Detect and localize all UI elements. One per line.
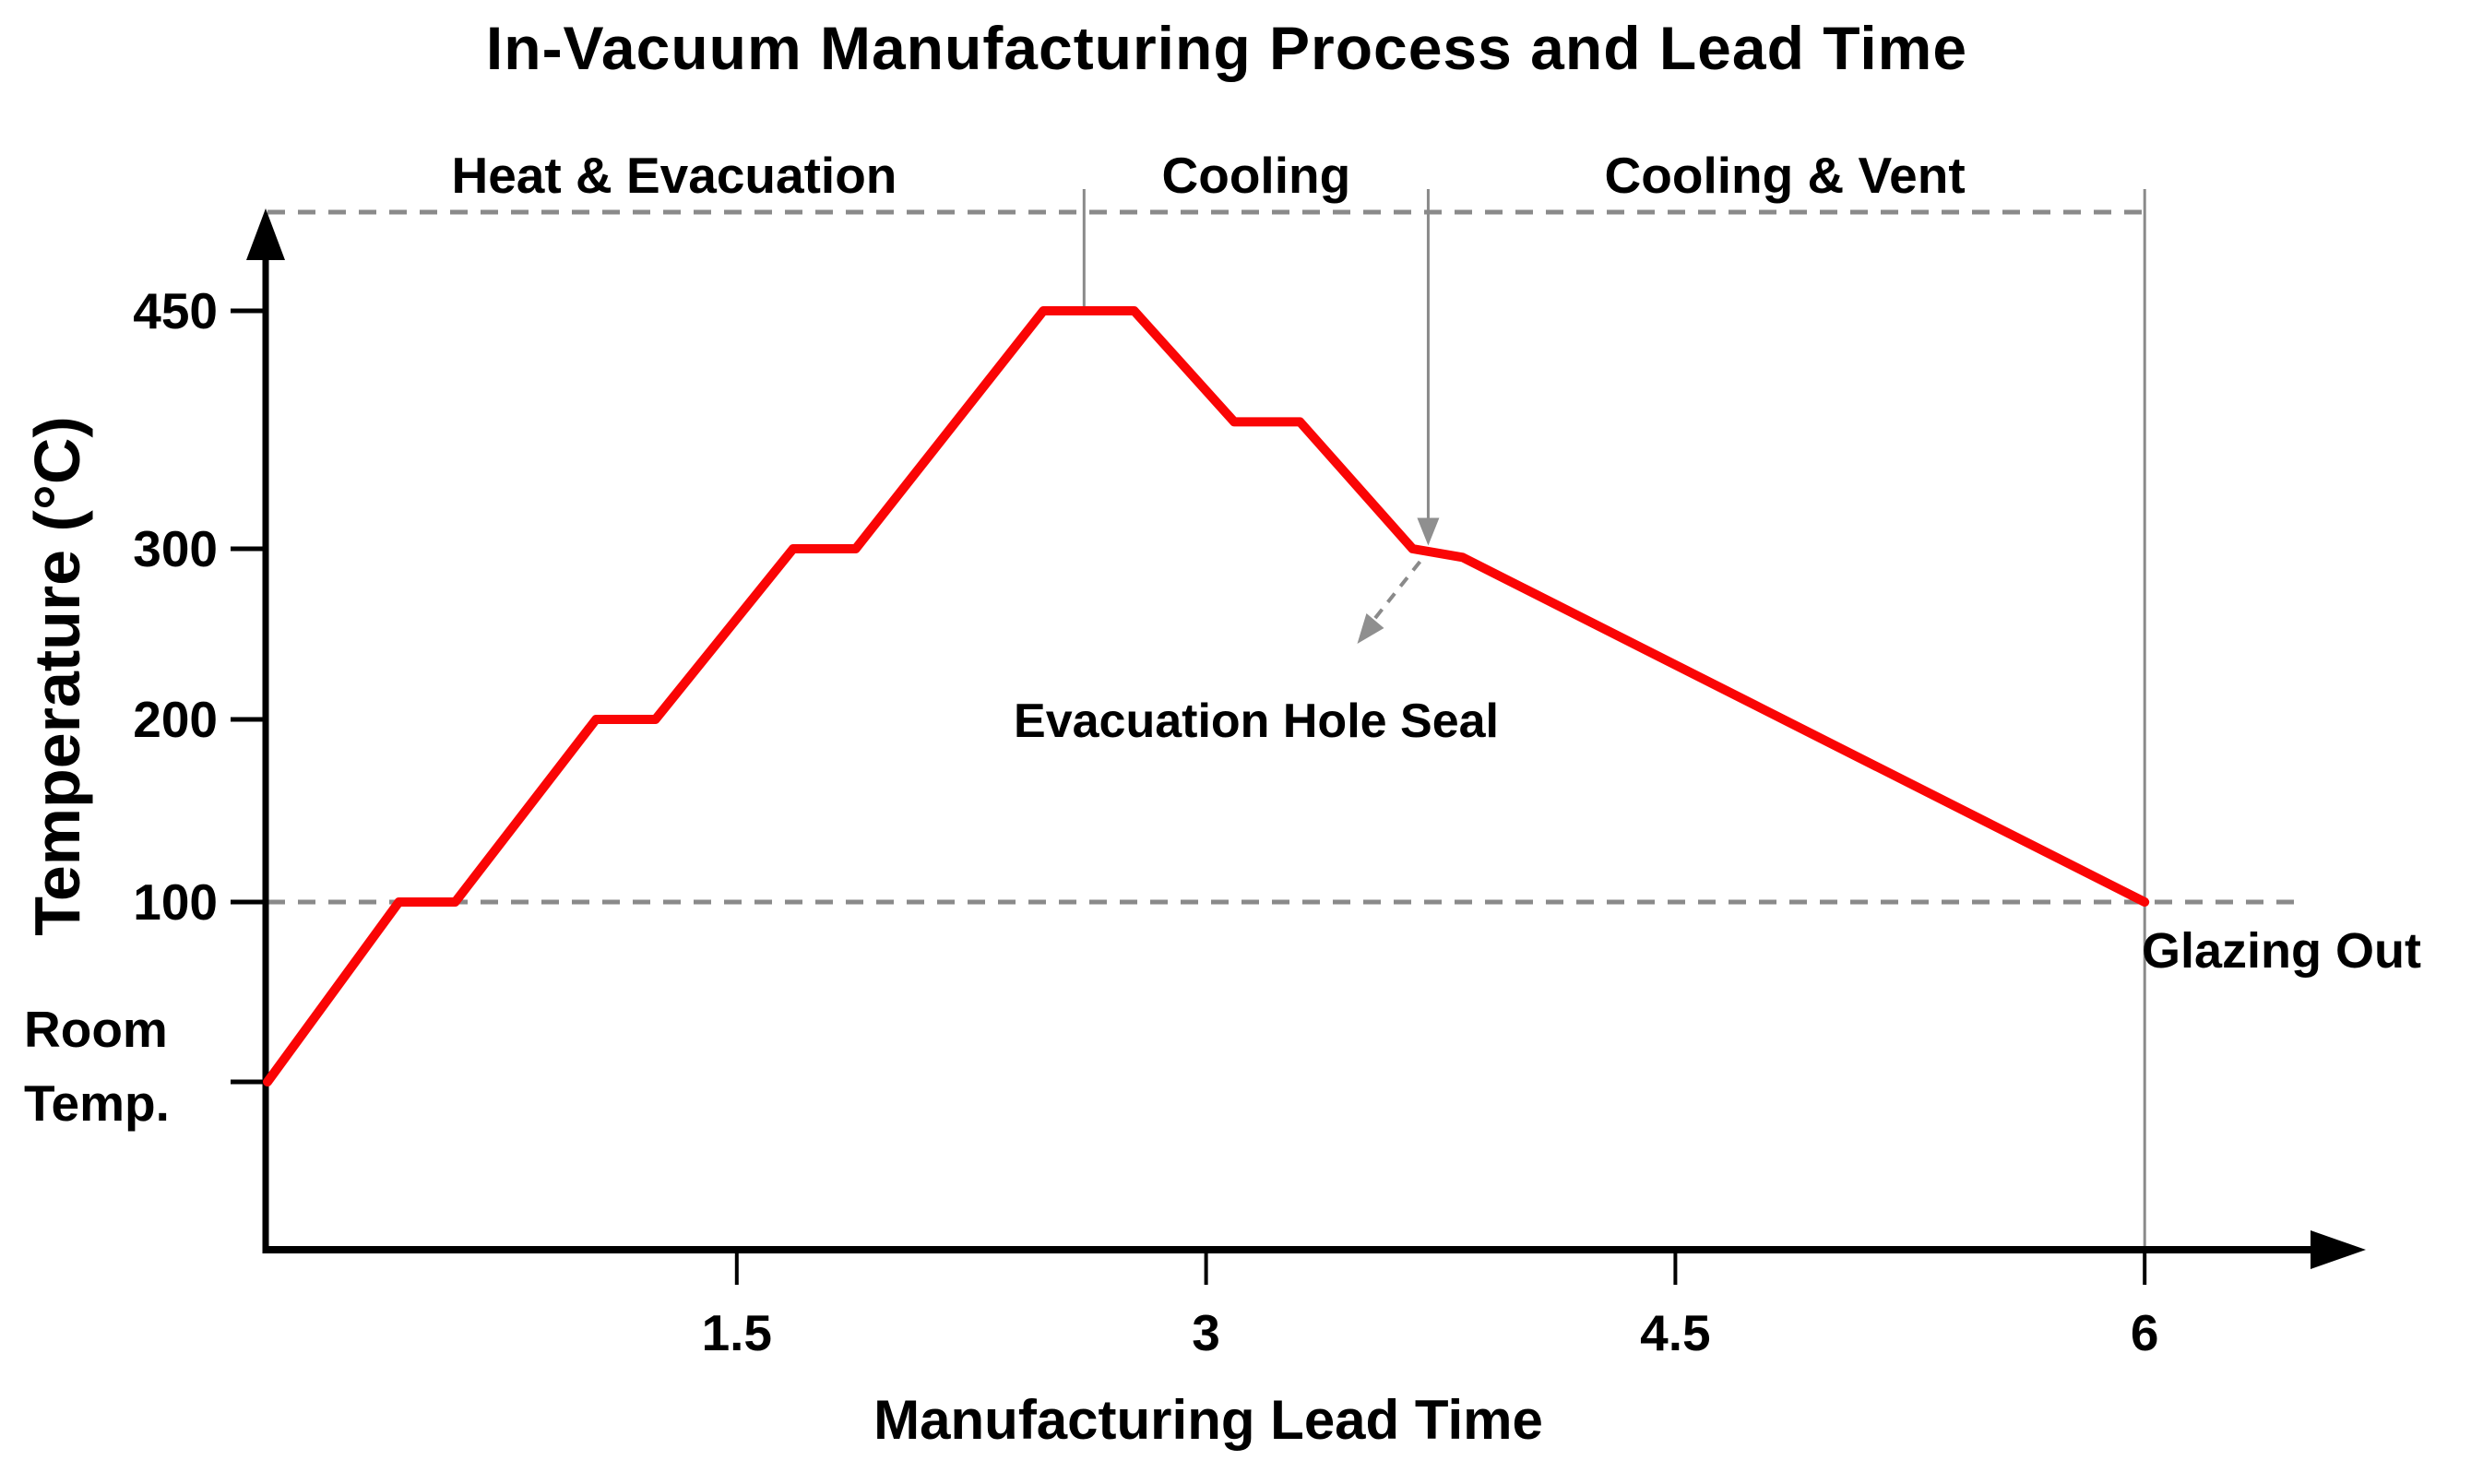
y-axis-arrowhead	[246, 208, 285, 260]
y-tick-label-200: 200	[133, 691, 218, 748]
phase-label-1: Heat & Evacuation	[451, 147, 897, 204]
phase-label-3: Cooling & Vent	[1604, 147, 1966, 204]
y-tick-label-100: 100	[133, 873, 218, 931]
glazing-out-annotation: Glazing Out	[2142, 923, 2421, 979]
evacuation-hole-seal-annotation: Evacuation Hole Seal	[1014, 695, 1499, 748]
x-tick-label-4.5: 4.5	[1640, 1304, 1711, 1361]
phase-label-2: Cooling	[1161, 147, 1351, 204]
phase-divider-arrowhead	[1417, 517, 1440, 546]
x-axis-arrowhead	[2311, 1230, 2366, 1269]
y-tick-label-450: 450	[133, 282, 218, 339]
room-temp-label-line1: Room	[24, 1001, 168, 1058]
seal-annotation-arrow-shaft	[1368, 560, 1422, 626]
x-axis-label: Manufacturing Lead Time	[873, 1389, 1543, 1451]
x-tick-label-1.5: 1.5	[701, 1304, 773, 1361]
temperature-profile-line	[263, 306, 2150, 1086]
x-tick-label-3: 3	[1192, 1304, 1220, 1361]
seal-annotation-arrowhead	[1357, 613, 1384, 644]
chart-title: In-Vacuum Manufacturing Process and Lead…	[485, 14, 1968, 82]
x-tick-label-6: 6	[2130, 1304, 2159, 1361]
y-axis-label: Temperature (°C)	[21, 416, 93, 936]
room-temp-label-line2: Temp.	[24, 1074, 170, 1132]
y-tick-label-300: 300	[133, 520, 218, 577]
room-temp-label: Room Temp.	[24, 992, 170, 1140]
